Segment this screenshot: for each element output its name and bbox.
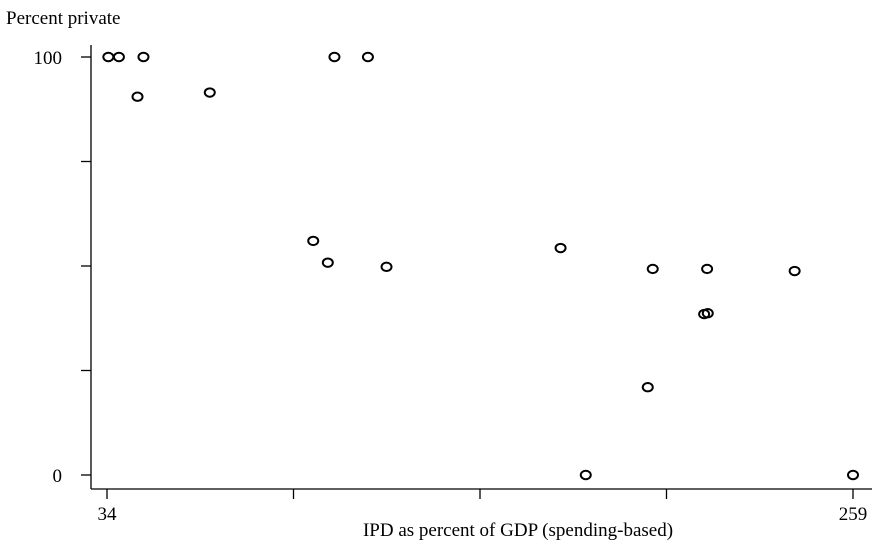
data-point	[380, 261, 393, 273]
y-axis-label: Percent private	[6, 8, 120, 29]
data-point	[131, 91, 144, 102]
data-point	[307, 235, 320, 247]
data-point	[788, 265, 801, 277]
data-point	[328, 51, 341, 63]
data-point	[641, 382, 654, 393]
data-point	[203, 87, 216, 98]
data-point	[579, 469, 592, 481]
y-tick-label: 0	[53, 466, 63, 487]
y-tick-label: 100	[34, 48, 63, 69]
data-point	[321, 257, 334, 268]
data-point	[112, 51, 125, 63]
x-tick-label: 259	[839, 504, 868, 525]
data-point	[701, 263, 714, 275]
data-point	[361, 51, 374, 63]
data-point	[646, 263, 659, 275]
data-point	[102, 51, 115, 63]
x-tick-label: 34	[98, 504, 118, 525]
data-point	[701, 308, 714, 319]
data-points	[102, 51, 859, 481]
data-point	[847, 469, 859, 481]
data-point	[137, 51, 150, 63]
data-point	[554, 242, 567, 254]
y-axis-ticks: 0 100	[34, 48, 91, 487]
x-axis-label: IPD as percent of GDP (spending-based)	[363, 520, 673, 541]
axes	[90, 45, 872, 490]
x-axis-ticks: 34 259	[98, 489, 868, 525]
